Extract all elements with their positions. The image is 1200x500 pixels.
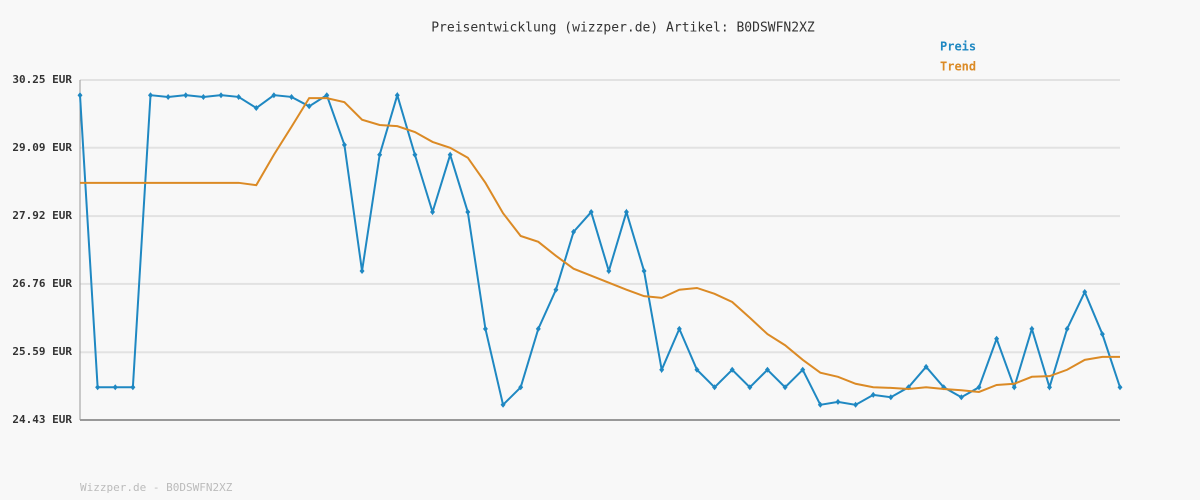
point	[588, 209, 594, 216]
point	[77, 92, 83, 99]
point	[465, 209, 471, 216]
point	[1117, 384, 1123, 391]
point	[835, 398, 841, 405]
point	[271, 92, 277, 99]
point	[623, 209, 629, 216]
y-tick-label: 26.76 EUR	[12, 277, 72, 290]
point	[712, 384, 718, 391]
point	[430, 209, 436, 216]
y-tick-label: 25.59 EUR	[12, 345, 72, 358]
point	[394, 92, 400, 99]
y-tick-label: 24.43 EUR	[12, 413, 72, 426]
point	[747, 384, 753, 391]
point	[95, 384, 101, 391]
point	[1011, 384, 1017, 391]
point	[148, 92, 154, 99]
point	[676, 325, 682, 332]
point	[800, 366, 806, 373]
point	[482, 325, 488, 332]
point	[130, 384, 136, 391]
point	[958, 394, 964, 401]
point	[764, 366, 770, 373]
point	[289, 93, 295, 100]
point	[500, 401, 506, 408]
point	[236, 93, 242, 100]
y-tick-label: 30.25 EUR	[12, 73, 72, 86]
point	[641, 268, 647, 275]
y-tick-label: 27.92 EUR	[12, 209, 72, 222]
point	[976, 384, 982, 391]
point	[112, 384, 118, 391]
point	[253, 105, 259, 112]
point	[694, 366, 700, 373]
point	[923, 363, 929, 370]
point	[888, 394, 894, 401]
point	[994, 335, 1000, 342]
point	[359, 268, 365, 275]
point	[341, 141, 347, 148]
legend-entry: Trend	[940, 60, 976, 74]
point	[183, 92, 189, 99]
point	[553, 286, 559, 293]
point	[1046, 384, 1052, 391]
footer: Wizzper.de - B0DSWFN2XZ	[80, 481, 233, 494]
point	[1029, 325, 1035, 332]
point	[729, 366, 735, 373]
point	[853, 401, 859, 408]
legend-entry: Preis	[940, 40, 976, 54]
point	[412, 151, 418, 158]
series-line	[80, 97, 1120, 393]
point	[606, 268, 612, 275]
point	[324, 92, 330, 99]
point	[218, 92, 224, 99]
chart-title: Preisentwicklung (wizzper.de) Artikel: B…	[431, 21, 815, 36]
y-tick-label: 29.09 EUR	[12, 141, 72, 154]
point	[571, 228, 577, 235]
point	[165, 93, 171, 100]
point	[447, 151, 453, 158]
point	[870, 391, 876, 398]
point	[1099, 331, 1105, 338]
point	[659, 366, 665, 373]
point	[782, 384, 788, 391]
point	[535, 325, 541, 332]
point	[1082, 289, 1088, 296]
point	[377, 151, 383, 158]
point	[306, 103, 312, 110]
point	[518, 384, 524, 391]
point	[200, 93, 206, 100]
point	[1064, 325, 1070, 332]
point	[817, 401, 823, 408]
